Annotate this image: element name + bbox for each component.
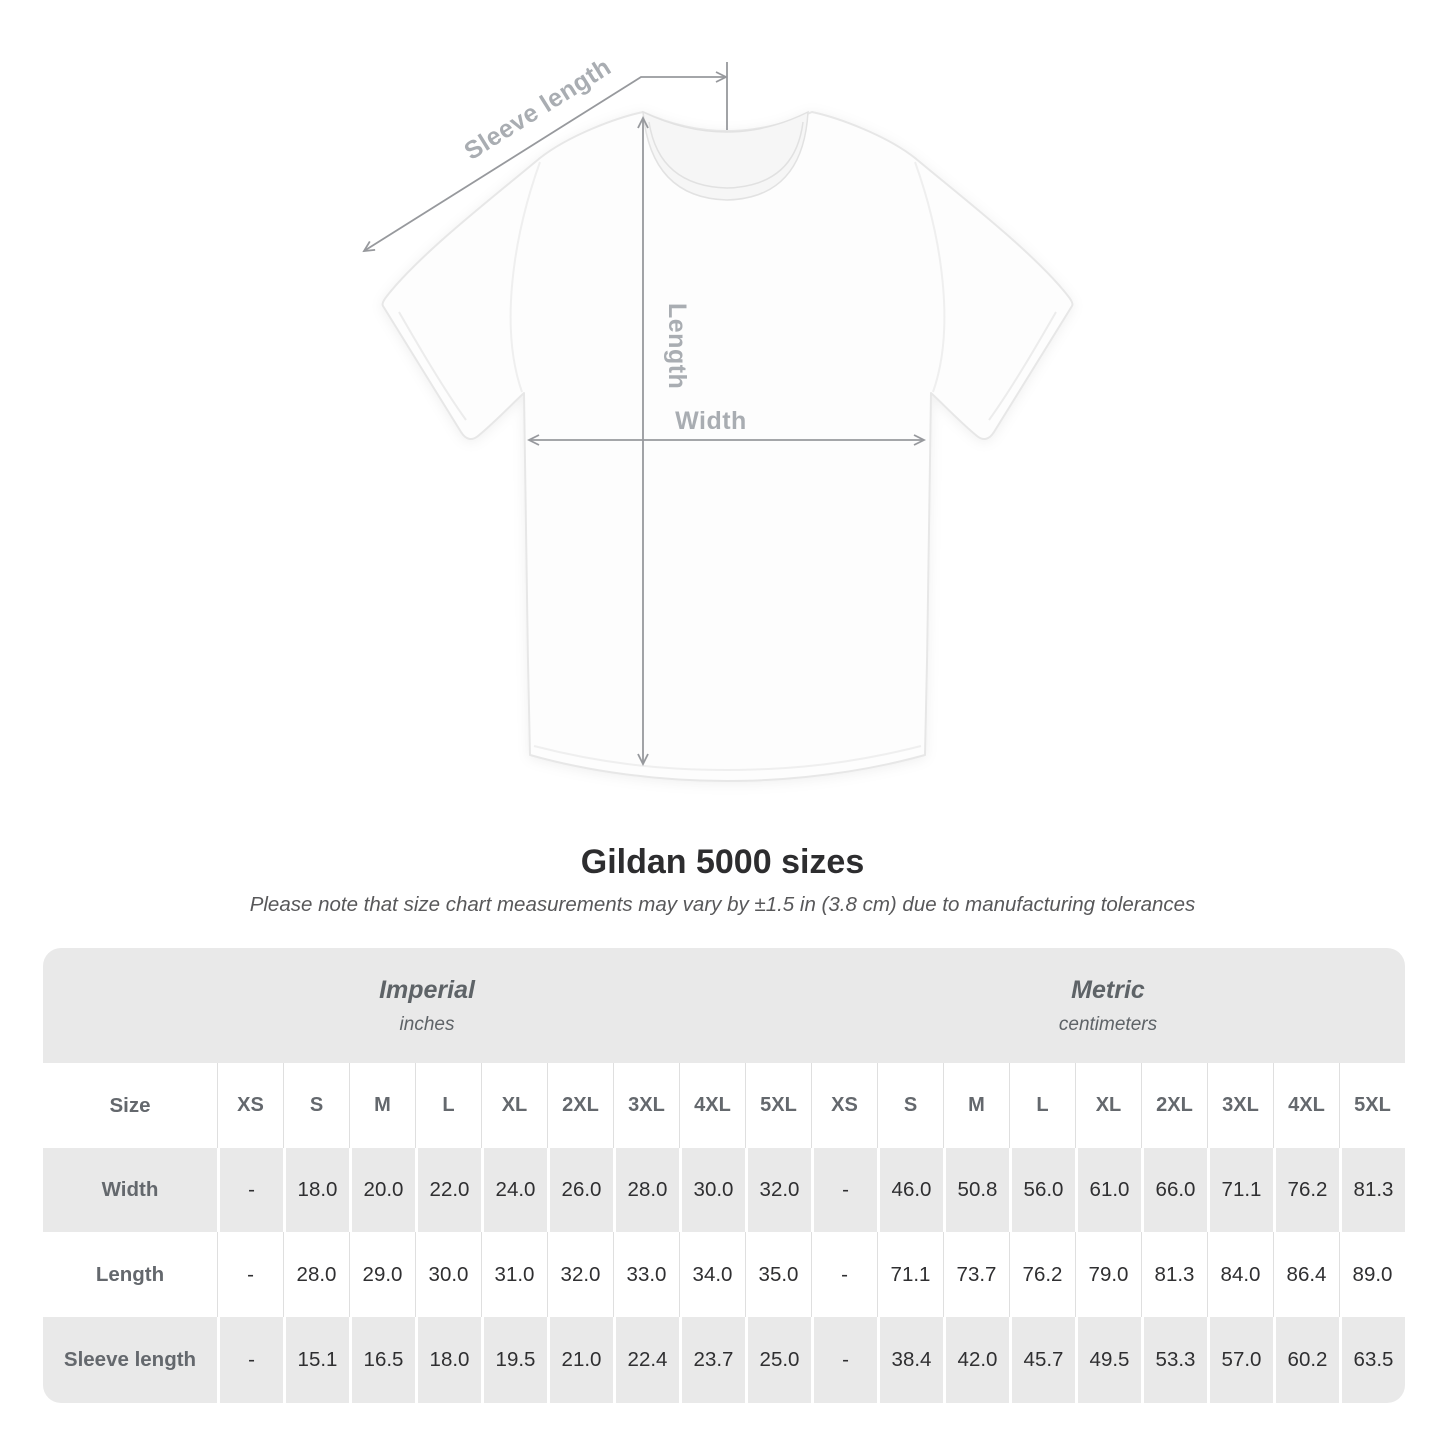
value-cell-imperial: 20.0 xyxy=(349,1148,415,1232)
size-header-imperial: L xyxy=(415,1063,481,1148)
right-armhole-seam xyxy=(914,161,946,393)
tolerance-note: Please note that size chart measurements… xyxy=(249,893,1196,916)
value-cell-metric: 71.1 xyxy=(1207,1148,1273,1232)
imperial-group-name: Imperial xyxy=(379,975,475,1004)
value-cell-metric: - xyxy=(811,1317,877,1403)
row-label: Width xyxy=(43,1148,217,1232)
value-cell-imperial: 34.0 xyxy=(679,1232,745,1317)
size-header-metric: L xyxy=(1009,1063,1075,1148)
value-cell-metric: 89.0 xyxy=(1339,1232,1405,1317)
size-header-metric: XL xyxy=(1075,1063,1141,1148)
value-cell-metric: 63.5 xyxy=(1339,1317,1405,1403)
value-cell-imperial: - xyxy=(217,1317,283,1403)
metric-group-unit: centimeters xyxy=(1058,1013,1158,1035)
size-header-metric: M xyxy=(943,1063,1009,1148)
left-cuff-seam xyxy=(398,311,467,421)
value-cell-imperial: 18.0 xyxy=(283,1148,349,1232)
value-cell-imperial: 26.0 xyxy=(547,1148,613,1232)
value-cell-imperial: 31.0 xyxy=(481,1232,547,1317)
value-cell-imperial: 28.0 xyxy=(283,1232,349,1317)
size-header-metric: 4XL xyxy=(1273,1063,1339,1148)
value-cell-imperial: 35.0 xyxy=(745,1232,811,1317)
value-cell-imperial: 32.0 xyxy=(547,1232,613,1317)
value-cell-metric: 60.2 xyxy=(1273,1317,1339,1403)
value-cell-metric: 50.8 xyxy=(943,1148,1009,1232)
value-cell-metric: 45.7 xyxy=(1009,1317,1075,1403)
tshirt-diagram-svg: Sleeve length Length Width xyxy=(0,53,1074,782)
size-header-metric: S xyxy=(877,1063,943,1148)
sleeve-length-arrow xyxy=(364,77,726,251)
value-cell-metric: 61.0 xyxy=(1075,1148,1141,1232)
value-cell-metric: 84.0 xyxy=(1207,1232,1273,1317)
tshirt-body xyxy=(381,111,1074,782)
row-label: Sleeve length xyxy=(43,1317,217,1403)
value-cell-imperial: 30.0 xyxy=(415,1232,481,1317)
size-header-metric: XS xyxy=(811,1063,877,1148)
value-cell-imperial: 25.0 xyxy=(745,1317,811,1403)
value-cell-metric: 76.2 xyxy=(1273,1148,1339,1232)
size-header-imperial: XL xyxy=(481,1063,547,1148)
value-cell-metric: 81.3 xyxy=(1339,1148,1405,1232)
length-label: Length xyxy=(663,303,691,389)
size-table: Imperial inches Metric centimeters Size X… xyxy=(43,948,1405,1403)
value-cell-imperial: 15.1 xyxy=(283,1317,349,1403)
value-cell-imperial: 32.0 xyxy=(745,1148,811,1232)
value-cell-imperial: 22.4 xyxy=(613,1317,679,1403)
value-cell-imperial: 23.7 xyxy=(679,1317,745,1403)
size-header-metric: 2XL xyxy=(1141,1063,1207,1148)
imperial-group-unit: inches xyxy=(399,1013,455,1035)
metric-group-name: Metric xyxy=(1071,975,1145,1004)
tshirt-illustration xyxy=(381,110,1074,782)
size-header-imperial: 3XL xyxy=(613,1063,679,1148)
size-header-metric: 3XL xyxy=(1207,1063,1273,1148)
value-cell-metric: 42.0 xyxy=(943,1317,1009,1403)
bottom-hem-seam xyxy=(533,745,922,772)
value-cell-imperial: 19.5 xyxy=(481,1317,547,1403)
size-header-imperial: S xyxy=(283,1063,349,1148)
value-cell-metric: 53.3 xyxy=(1141,1317,1207,1403)
right-cuff-seam xyxy=(988,311,1057,421)
value-cell-metric: 46.0 xyxy=(877,1148,943,1232)
imperial-group-header: Imperial inches xyxy=(43,948,811,1063)
value-cell-metric: 56.0 xyxy=(1009,1148,1075,1232)
size-header-imperial: XS xyxy=(217,1063,283,1148)
value-cell-imperial: 18.0 xyxy=(415,1317,481,1403)
value-cell-metric: 81.3 xyxy=(1141,1232,1207,1317)
value-cell-imperial: 16.5 xyxy=(349,1317,415,1403)
value-cell-metric: 86.4 xyxy=(1273,1232,1339,1317)
value-cell-imperial: 28.0 xyxy=(613,1148,679,1232)
value-cell-metric: - xyxy=(811,1148,877,1232)
value-cell-metric: 76.2 xyxy=(1009,1232,1075,1317)
value-cell-imperial: 33.0 xyxy=(613,1232,679,1317)
value-cell-metric: 79.0 xyxy=(1075,1232,1141,1317)
value-cell-imperial: - xyxy=(217,1148,283,1232)
value-cell-imperial: 21.0 xyxy=(547,1317,613,1403)
tshirt-measurement-diagram: Sleeve length Length Width xyxy=(0,53,1074,782)
row-label: Length xyxy=(43,1232,217,1317)
size-header-imperial: 2XL xyxy=(547,1063,613,1148)
value-cell-metric: 38.4 xyxy=(877,1317,943,1403)
value-cell-imperial: 24.0 xyxy=(481,1148,547,1232)
value-cell-metric: 66.0 xyxy=(1141,1148,1207,1232)
width-label: Width xyxy=(675,407,747,435)
page-title: Gildan 5000 sizes xyxy=(580,843,865,881)
size-header-imperial: M xyxy=(349,1063,415,1148)
size-header-metric: 5XL xyxy=(1339,1063,1405,1148)
value-cell-imperial: 29.0 xyxy=(349,1232,415,1317)
value-cell-metric: 71.1 xyxy=(877,1232,943,1317)
metric-group-header: Metric centimeters xyxy=(811,948,1405,1063)
value-cell-metric: 49.5 xyxy=(1075,1317,1141,1403)
size-header-imperial: 4XL xyxy=(679,1063,745,1148)
size-header-imperial: 5XL xyxy=(745,1063,811,1148)
value-cell-imperial: - xyxy=(217,1232,283,1317)
size-column-header: Size xyxy=(43,1063,217,1148)
value-cell-imperial: 22.0 xyxy=(415,1148,481,1232)
value-cell-metric: 73.7 xyxy=(943,1232,1009,1317)
value-cell-metric: - xyxy=(811,1232,877,1317)
value-cell-metric: 57.0 xyxy=(1207,1317,1273,1403)
value-cell-imperial: 30.0 xyxy=(679,1148,745,1232)
